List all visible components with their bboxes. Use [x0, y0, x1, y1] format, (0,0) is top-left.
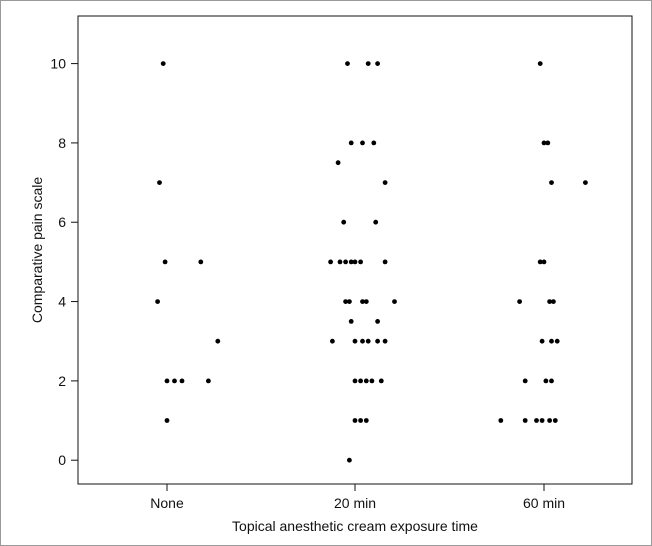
data-point [358, 378, 363, 384]
data-point [345, 61, 350, 66]
data-point [363, 299, 369, 304]
data-point [348, 259, 354, 265]
data-point [534, 418, 539, 423]
x-tick-label: 60 min [523, 495, 565, 511]
data-point [160, 61, 166, 66]
data-point [335, 160, 341, 166]
data-point [541, 259, 547, 265]
plot-frame [77, 15, 633, 485]
data-point [547, 418, 552, 423]
data-point [337, 259, 343, 265]
data-point [547, 299, 552, 304]
data-point [198, 259, 204, 265]
data-point [371, 140, 377, 146]
y-tick-label: 4 [58, 294, 66, 310]
data-point [360, 140, 365, 146]
data-point [382, 180, 388, 186]
data-point [347, 299, 352, 304]
data-point [539, 418, 545, 423]
data-point [206, 378, 211, 384]
data-point [365, 338, 371, 344]
data-point [363, 418, 369, 423]
data-point [343, 299, 348, 304]
data-point [549, 338, 554, 344]
data-point [330, 338, 335, 344]
data-point [360, 338, 365, 344]
data-point [365, 61, 371, 66]
data-point [164, 378, 170, 384]
y-tick-label: 0 [58, 452, 66, 468]
data-point [549, 378, 554, 384]
data-points [155, 61, 588, 463]
data-point [215, 338, 221, 344]
data-point [352, 378, 358, 384]
data-point [541, 140, 547, 146]
data-point [551, 299, 556, 304]
data-point [164, 418, 170, 423]
data-point [172, 378, 177, 384]
data-point [328, 259, 333, 265]
data-point [522, 378, 528, 384]
x-tick-label: 20 min [334, 495, 376, 511]
y-tick-label: 2 [58, 373, 66, 389]
y-tick-label: 10 [50, 56, 66, 72]
data-point [545, 140, 551, 146]
y-tick-label: 8 [58, 135, 66, 151]
data-point [155, 299, 161, 304]
data-point [378, 378, 384, 384]
data-point [375, 338, 380, 344]
data-point [343, 259, 348, 265]
data-point [352, 259, 358, 265]
data-point [522, 418, 528, 423]
data-point [583, 180, 588, 186]
data-point [363, 378, 369, 384]
data-point [498, 418, 504, 423]
data-point [539, 338, 545, 344]
data-point [358, 259, 363, 265]
data-point [543, 378, 549, 384]
data-point [347, 457, 352, 463]
y-axis-title: Comparative pain scale [29, 177, 45, 324]
data-point [162, 259, 168, 265]
data-point [358, 418, 363, 423]
data-point [179, 378, 185, 384]
data-point [352, 418, 358, 423]
data-point [392, 299, 397, 304]
data-point [369, 378, 375, 384]
data-point [549, 180, 554, 186]
data-point [537, 61, 543, 66]
data-point [375, 319, 380, 324]
data-point [554, 338, 560, 344]
data-point [348, 319, 354, 324]
data-point [348, 140, 354, 146]
y-tick-label: 6 [58, 214, 66, 230]
x-tick-label: None [150, 495, 184, 511]
data-point [382, 259, 388, 265]
data-point [341, 219, 347, 225]
x-axis: None 20 min 60 min [150, 484, 565, 511]
data-point [382, 338, 388, 344]
x-axis-title: Topical anesthetic cream exposure time [232, 518, 478, 534]
y-axis: 0 2 4 6 8 10 [50, 56, 78, 468]
data-point [352, 338, 358, 344]
data-point [375, 61, 380, 66]
data-point [373, 219, 379, 225]
data-point [360, 299, 365, 304]
data-point [517, 299, 522, 304]
data-point [552, 418, 558, 423]
data-point [537, 259, 543, 265]
data-point [157, 180, 162, 186]
